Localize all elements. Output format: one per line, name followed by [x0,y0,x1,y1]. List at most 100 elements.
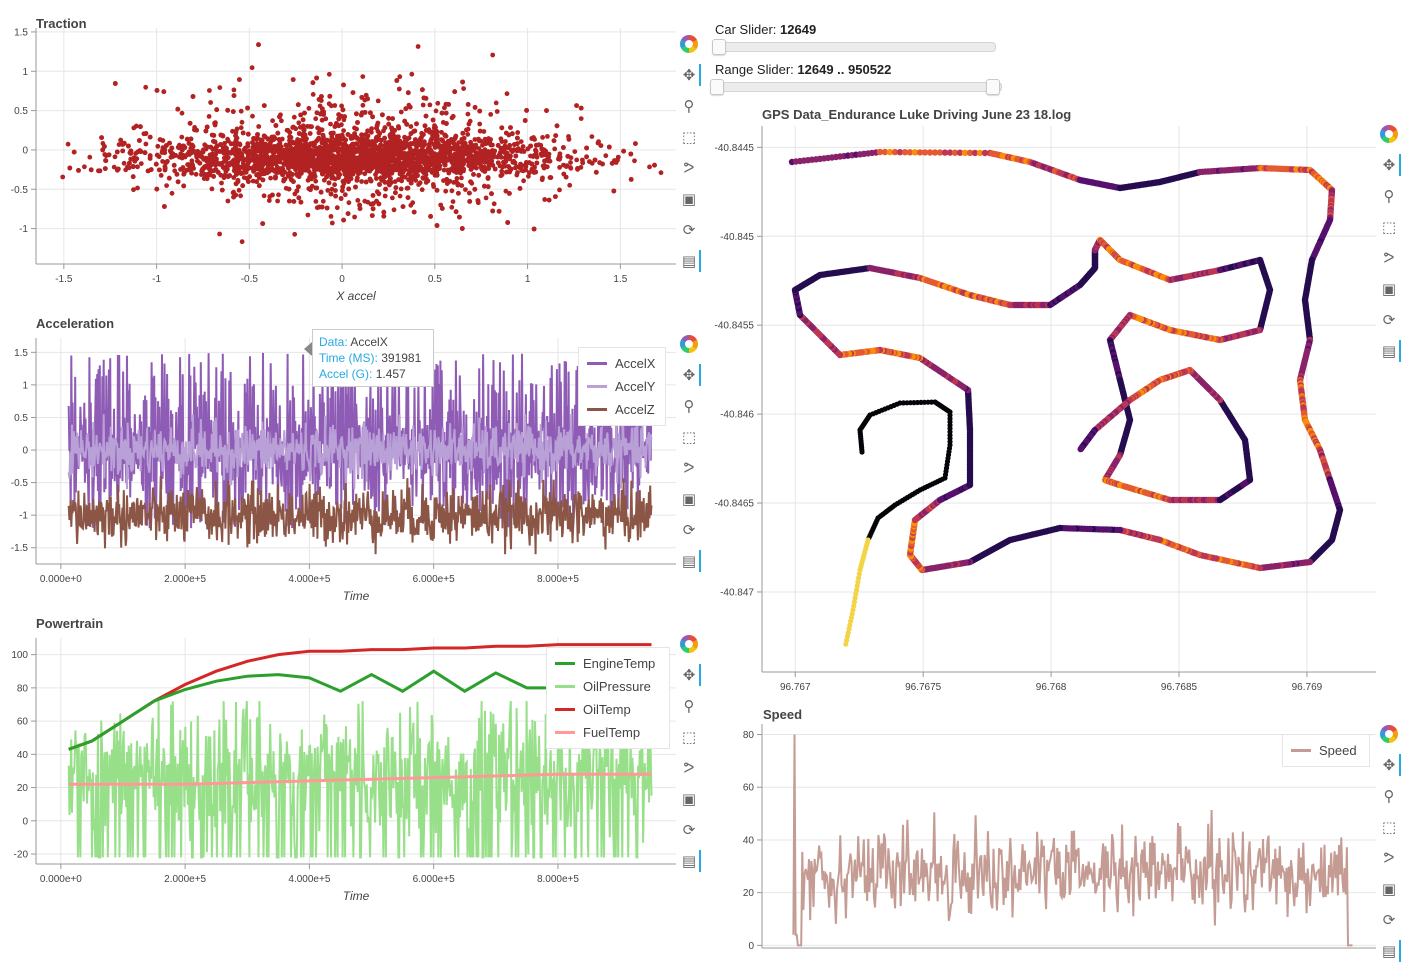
traction-point [190,162,195,167]
y-tick-label: 60 [17,717,29,728]
range-slider-end-handle[interactable] [986,79,1000,95]
traction-point [270,118,275,123]
y-tick-label: -40.8465 [715,499,755,510]
traction-point [213,152,218,157]
traction-point [364,137,369,142]
traction-point [428,168,433,173]
traction-point [87,155,92,160]
traction-point [266,137,271,142]
traction-point [175,107,180,112]
y-tick-label: -20 [14,850,29,861]
traction-point [378,142,383,147]
tooltip-accel-value: 1.457 [376,367,406,381]
traction-point [532,227,537,232]
traction-point [431,118,436,123]
traction-point [527,170,532,175]
traction-point [495,155,500,160]
x-axis-label: Time [343,589,370,603]
traction-point [208,100,213,105]
traction-point [359,132,364,137]
legend-swatch [555,731,575,734]
traction-point [161,89,166,94]
traction-point [333,155,338,160]
traction-point [524,108,529,113]
traction-point [250,140,255,145]
traction-point [484,196,489,201]
traction-point [443,189,448,194]
traction-point [454,143,459,148]
traction-point [268,176,273,181]
traction-point [185,137,190,142]
traction-point [121,142,126,147]
legend-item[interactable]: AccelX [587,352,657,375]
traction-point [197,161,202,166]
traction-point [287,187,292,192]
legend-label: EngineTemp [583,656,655,671]
range-slider-track[interactable] [712,82,1002,92]
traction-point [508,125,513,130]
traction-point [250,114,255,119]
traction-point [300,150,305,155]
traction-point [302,128,307,133]
traction-point [89,167,94,172]
traction-point [407,161,412,166]
traction-point [341,107,346,112]
range-slider-start-handle[interactable] [710,79,724,95]
traction-point [500,165,505,170]
traction-point [529,162,534,167]
traction-point [282,170,287,175]
traction-point [314,186,319,191]
x-tick-label: 4.000e+5 [288,574,330,585]
traction-point [319,190,324,195]
traction-point [211,133,216,138]
traction-point [260,221,265,226]
car-slider-value: 12649 [780,22,816,37]
traction-point [245,164,250,169]
traction-point [347,200,352,205]
traction-point [432,143,437,148]
traction-point [238,193,243,198]
traction-point [159,173,164,178]
traction-point [354,127,359,132]
traction-point [584,154,589,159]
legend-item[interactable]: OilPressure [555,675,661,698]
traction-point [113,154,118,159]
traction-point [329,214,334,219]
car-slider-handle[interactable] [712,39,726,55]
legend-item[interactable]: FuelTemp [555,721,661,744]
car-slider-track[interactable] [712,42,996,52]
traction-point [205,159,210,164]
legend-swatch [555,708,575,711]
traction-point [340,185,345,190]
legend-item[interactable]: AccelZ [587,398,657,421]
traction-point [296,144,301,149]
legend-item[interactable]: AccelY [587,375,657,398]
traction-point [544,108,549,113]
traction-point [272,150,277,155]
traction-point [167,176,172,181]
legend-swatch [587,385,607,388]
traction-point [214,107,219,112]
traction-point [521,178,526,183]
traction-point [301,117,306,122]
legend-item[interactable]: OilTemp [555,698,661,721]
traction-point [317,148,322,153]
traction-point [414,121,419,126]
traction-point [451,157,456,162]
traction-point [308,141,313,146]
legend-item[interactable]: EngineTemp [555,652,661,675]
traction-point [584,146,589,151]
traction-point [164,160,169,165]
traction-point [328,122,333,127]
traction-point [433,125,438,130]
traction-point [439,149,444,154]
x-tick-label: -1.5 [55,274,73,285]
traction-point [545,134,550,139]
traction-point [426,149,431,154]
traction-point [255,132,260,137]
